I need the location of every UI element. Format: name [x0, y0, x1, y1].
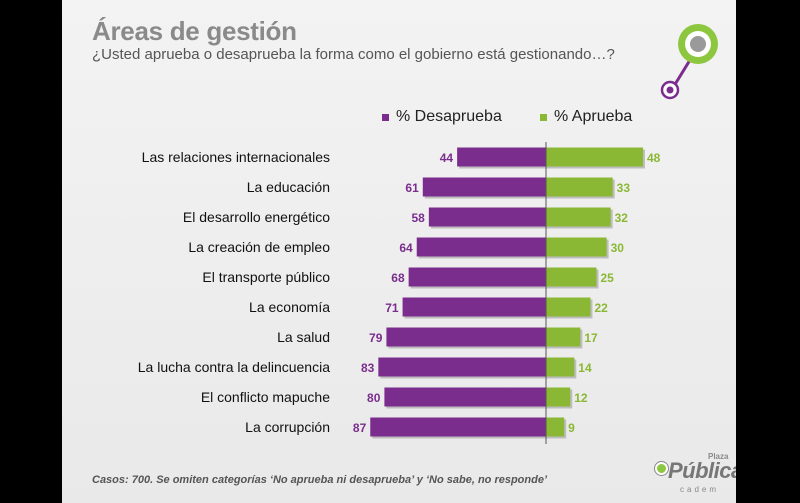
- bar-aprueba: [546, 207, 611, 227]
- brand-main-text: Pública: [668, 458, 736, 483]
- value-label-desaprueba: 64: [399, 241, 413, 255]
- bar-aprueba: [546, 387, 571, 407]
- value-label-aprueba: 32: [615, 211, 629, 225]
- bar-desaprueba: [386, 327, 546, 347]
- bar-aprueba: [546, 147, 643, 167]
- bar-desaprueba: [457, 147, 546, 167]
- chart-title: Áreas de gestión: [92, 16, 297, 46]
- value-label-aprueba: 48: [647, 151, 661, 165]
- legend-label-aprueba: % Aprueba: [554, 108, 633, 125]
- value-label-desaprueba: 83: [361, 361, 375, 375]
- value-label-desaprueba: 79: [369, 331, 383, 345]
- legend-item-desaprueba: % Desaprueba: [382, 108, 502, 126]
- value-label-desaprueba: 61: [405, 181, 419, 195]
- bar-desaprueba: [384, 387, 546, 407]
- value-label-aprueba: 14: [578, 361, 592, 375]
- legend-item-aprueba: % Aprueba: [540, 108, 632, 126]
- bar-aprueba: [546, 177, 613, 197]
- category-label: El transporte público: [202, 269, 330, 285]
- value-label-aprueba: 30: [611, 241, 625, 255]
- bar-desaprueba: [402, 297, 546, 317]
- value-label-aprueba: 17: [584, 331, 598, 345]
- brand-dot-icon: [655, 462, 668, 475]
- bar-aprueba: [546, 327, 581, 347]
- bar-aprueba: [546, 267, 597, 287]
- value-label-desaprueba: 44: [440, 151, 454, 165]
- bar-aprueba: [546, 417, 565, 437]
- value-label-desaprueba: 87: [353, 421, 367, 435]
- bar-aprueba: [546, 237, 607, 257]
- brand-sub-text: cadem: [680, 485, 720, 494]
- category-label: Las relaciones internacionales: [142, 149, 330, 165]
- bar-aprueba: [546, 297, 591, 317]
- slide: Áreas de gestión ¿Usted aprueba o desapr…: [62, 0, 736, 503]
- brand-logo: Plaza Pública cadem: [652, 448, 736, 498]
- brand-small-text: Plaza: [708, 452, 729, 461]
- category-label: La salud: [277, 329, 330, 345]
- value-label-aprueba: 9: [568, 421, 575, 435]
- bar-desaprueba: [408, 267, 546, 287]
- legend: % Desaprueba % Aprueba: [62, 108, 736, 130]
- legend-swatch-aprueba: [540, 113, 547, 121]
- bar-desaprueba: [422, 177, 546, 197]
- bar-desaprueba: [370, 417, 546, 437]
- category-label: La creación de empleo: [188, 239, 330, 255]
- bar-aprueba: [546, 357, 575, 377]
- value-label-aprueba: 12: [574, 391, 588, 405]
- footnote: Casos: 700. Se omiten categorías ‘No apr…: [92, 474, 548, 486]
- bar-desaprueba: [428, 207, 546, 227]
- category-label: La educación: [247, 179, 330, 195]
- value-label-aprueba: 33: [617, 181, 631, 195]
- bar-desaprueba: [378, 357, 546, 377]
- value-label-desaprueba: 68: [391, 271, 405, 285]
- category-label: El desarrollo energético: [183, 209, 330, 225]
- bar-desaprueba: [416, 237, 546, 257]
- value-label-aprueba: 22: [594, 301, 608, 315]
- category-label: La economía: [249, 299, 330, 315]
- category-label: La corrupción: [245, 419, 330, 435]
- value-label-desaprueba: 58: [411, 211, 425, 225]
- legend-swatch-desaprueba: [382, 113, 389, 121]
- target-logo-icon: [660, 24, 718, 100]
- category-label: El conflicto mapuche: [201, 389, 330, 405]
- value-label-desaprueba: 71: [385, 301, 399, 315]
- value-label-aprueba: 25: [601, 271, 615, 285]
- value-label-desaprueba: 80: [367, 391, 381, 405]
- bar-chart: Las relaciones internacionales 44 48 La edu…: [138, 142, 661, 444]
- chart-subtitle: ¿Usted aprueba o desaprueba la forma com…: [92, 46, 615, 63]
- category-label: La lucha contra la delincuencia: [138, 359, 330, 375]
- legend-label-desaprueba: % Desaprueba: [396, 108, 502, 125]
